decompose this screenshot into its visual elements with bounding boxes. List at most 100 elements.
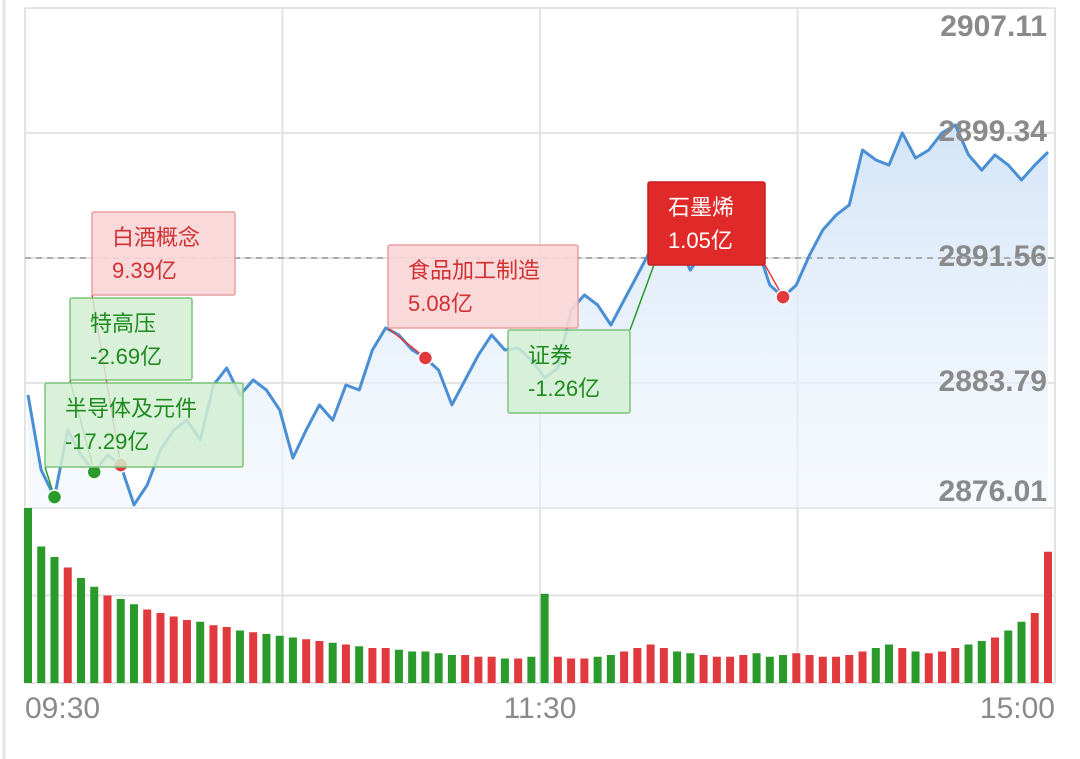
annotation-dot xyxy=(417,350,434,366)
volume-bar xyxy=(646,644,655,683)
volume-bar xyxy=(474,656,483,683)
volume-bar xyxy=(567,658,576,683)
volume-bar xyxy=(196,621,205,683)
annotation: 特高压 -2.69亿 xyxy=(69,297,193,473)
volume-bar xyxy=(461,655,470,683)
volume-bar xyxy=(858,651,867,683)
annotation-value: -17.29亿 xyxy=(65,429,149,454)
annotation-name: 食品加工制造 xyxy=(408,258,540,283)
volume-bar xyxy=(514,658,523,683)
annotation: 证券 -1.26亿 xyxy=(507,237,665,414)
x-tick-label: 09:30 xyxy=(25,692,100,725)
x-tick-label: 15:00 xyxy=(980,692,1055,725)
price-area xyxy=(28,125,1048,508)
volume-bar xyxy=(540,593,549,683)
annotation-box xyxy=(44,382,244,468)
volume-bar xyxy=(262,634,271,683)
volume-bar xyxy=(394,649,403,683)
annotation: 食品加工制造 5.08亿 xyxy=(387,244,579,359)
volume-bar xyxy=(24,508,32,683)
volume-bar xyxy=(964,644,973,683)
annotation: 石墨烯 1.05亿 xyxy=(647,181,784,298)
y-tick-label: 2891.56 xyxy=(939,240,1047,273)
volume-bar xyxy=(103,595,112,683)
volume-bar xyxy=(726,656,735,683)
annotation-name: 白酒概念 xyxy=(112,225,200,250)
volume-bar xyxy=(606,655,615,683)
volume-bar xyxy=(328,642,337,683)
volume-bar xyxy=(845,655,854,683)
volume-bar xyxy=(673,651,682,683)
volume-bar xyxy=(699,655,708,683)
annotation-box xyxy=(647,181,766,266)
volume-bar xyxy=(1044,551,1052,683)
volume-bar xyxy=(288,637,297,683)
volume-bar xyxy=(991,637,1000,683)
volume-bar xyxy=(832,656,841,683)
volume-bar xyxy=(434,653,443,683)
annotation-value: -2.69亿 xyxy=(90,344,162,369)
volume-bar xyxy=(355,646,364,683)
volume-bar xyxy=(182,620,191,683)
volume-bar xyxy=(779,655,788,683)
volume-bar xyxy=(1030,613,1039,683)
y-tick-label: 2883.79 xyxy=(939,365,1047,398)
volume-bar xyxy=(951,648,960,683)
volume-bar xyxy=(659,648,668,683)
y-tick-label: 2907.11 xyxy=(940,10,1047,43)
volume-bar xyxy=(447,655,456,683)
annotation-name: 特高压 xyxy=(90,311,156,336)
annotation-dot xyxy=(46,489,63,505)
volume-bar xyxy=(898,648,907,683)
y-tick-label: 2899.34 xyxy=(939,115,1048,148)
volume-bar xyxy=(129,604,138,683)
volume-bar xyxy=(938,651,947,683)
annotation-name: 半导体及元件 xyxy=(65,396,197,421)
volume-bar xyxy=(421,651,430,683)
volume-bar xyxy=(235,630,244,683)
volume-bar xyxy=(222,627,231,683)
volume-bar xyxy=(765,656,774,683)
volume-bar xyxy=(871,648,880,683)
annotation-box xyxy=(387,244,579,329)
annotation-value: -1.26亿 xyxy=(528,376,600,401)
volume-bar xyxy=(633,648,642,683)
volume-bar xyxy=(50,557,59,683)
volume-bar xyxy=(527,656,536,683)
annotation-box xyxy=(69,297,193,381)
volume-bar xyxy=(408,651,417,683)
volume-bar xyxy=(63,567,72,683)
volume-bar xyxy=(739,655,748,683)
volume-bar xyxy=(381,648,390,683)
volume-bar xyxy=(712,656,721,683)
volume-bar xyxy=(116,599,125,683)
volume-bar xyxy=(487,656,496,683)
annotation-value: 9.39亿 xyxy=(112,258,177,283)
volume-bar xyxy=(37,546,46,683)
x-tick-label: 11:30 xyxy=(504,692,577,725)
volume-bar xyxy=(76,578,85,683)
annotation-dot xyxy=(775,289,791,305)
volume-bar xyxy=(1017,621,1026,683)
volume-bar xyxy=(315,641,324,683)
annotation-value: 1.05亿 xyxy=(668,228,733,253)
volume-bar xyxy=(249,632,258,683)
volume-bar xyxy=(924,653,933,683)
volume-bar xyxy=(368,648,377,683)
volume-bar xyxy=(686,653,695,683)
volume-bar xyxy=(553,656,562,683)
volume-bar xyxy=(156,613,165,683)
volume-bar xyxy=(169,616,178,683)
annotation-connector xyxy=(387,327,426,359)
volume-bar xyxy=(580,658,589,683)
volume-bar xyxy=(1004,630,1013,683)
volume-bar xyxy=(752,653,761,683)
volume-bar xyxy=(90,586,99,683)
annotation: 半导体及元件 -17.29亿 xyxy=(44,382,244,498)
volume-bar xyxy=(209,625,218,683)
volume-bar xyxy=(341,644,350,683)
annotation-name: 证券 xyxy=(528,343,572,368)
volume-bar xyxy=(792,653,801,683)
volume-bar xyxy=(620,651,629,683)
